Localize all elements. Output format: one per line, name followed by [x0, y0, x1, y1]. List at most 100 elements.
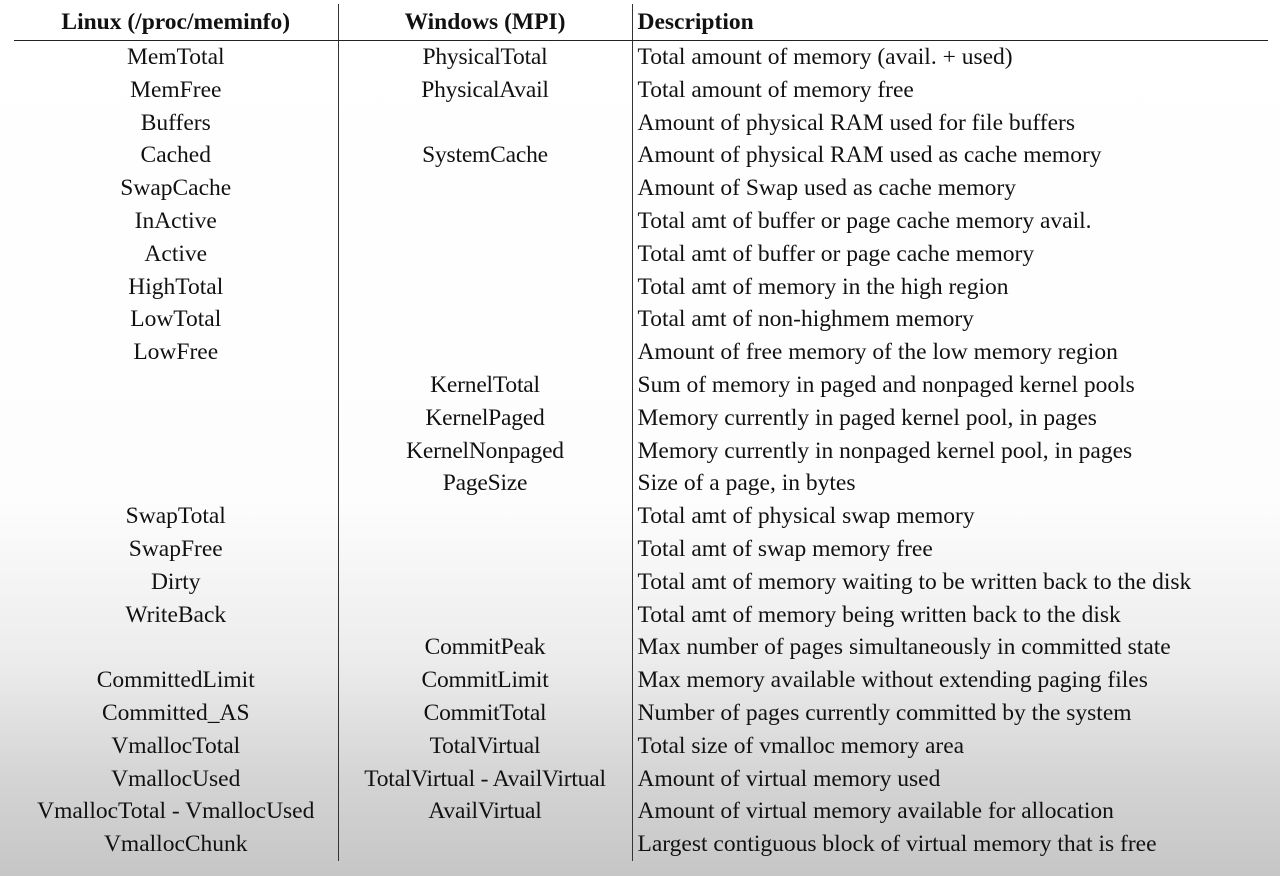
cell-windows	[338, 500, 633, 533]
cell-windows: TotalVirtual - AvailVirtual	[338, 762, 633, 796]
table-row: SwapCache Amount of Swap used as cache me…	[14, 172, 1268, 205]
cell-description: Total amount of memory free	[637, 76, 914, 103]
cell-linux	[14, 368, 339, 402]
table-row: HighTotal Total amt of memory in the high…	[14, 270, 1268, 304]
header-linux: Linux (/proc/meminfo)	[14, 4, 339, 41]
cell-linux: SwapCache	[14, 172, 339, 205]
cell-description: Amount of virtual memory used	[637, 765, 941, 792]
cell-linux: Cached	[14, 139, 339, 173]
cell-linux: InActive	[14, 204, 339, 238]
cell-linux: MemFree	[14, 73, 339, 107]
cell-windows	[338, 532, 633, 566]
cell-linux: VmallocUsed	[14, 762, 339, 796]
cell-windows	[338, 172, 633, 205]
table-row: Buffers Amount of physical RAM used for f…	[14, 106, 1268, 140]
table-row: VmallocTotal - VmallocUsed AvailVirtual Am…	[14, 795, 1268, 829]
cell-windows: AvailVirtual	[338, 795, 633, 829]
cell-linux: LowTotal	[14, 303, 339, 337]
cell-linux	[14, 631, 339, 665]
cell-windows: PageSize	[338, 467, 633, 501]
cell-windows	[338, 106, 633, 140]
table-row: VmallocTotal TotalVirtual Total size of vm…	[14, 729, 1268, 763]
table-row: KernelNonpaged Memory currently in nonpag…	[14, 434, 1268, 468]
table-row: Committed_AS CommitTotal Number of pages c…	[14, 696, 1268, 730]
cell-description: Number of pages currently committed by t…	[637, 699, 1132, 726]
cell-description: Total amt of memory waiting to be writte…	[637, 568, 1192, 595]
cell-linux: Committed_AS	[14, 696, 339, 730]
cell-linux: CommittedLimit	[14, 664, 339, 697]
cell-description: Max number of pages simultaneously in co…	[637, 634, 1171, 661]
cell-description: Total amount of memory (avail. + used)	[637, 44, 1013, 70]
table-row: CommitPeak Max number of pages simultaneo…	[14, 631, 1268, 665]
cell-linux: Active	[14, 237, 339, 271]
cell-description: Sum of memory in paged and nonpaged kern…	[637, 371, 1135, 398]
cell-windows: SystemCache	[338, 139, 633, 173]
memory-mapping-table: Linux (/proc/meminfo) Windows (MPI) Desc…	[14, 4, 1268, 861]
header-windows: Windows (MPI)	[338, 4, 633, 41]
table-row: KernelPaged Memory currently in paged ker…	[14, 401, 1268, 435]
cell-description: Amount of virtual memory available for a…	[637, 798, 1114, 825]
table-row: Cached SystemCache Amount of physical RAM …	[14, 139, 1268, 173]
cell-linux: Buffers	[14, 106, 339, 140]
cell-description: Memory currently in nonpaged kernel pool…	[637, 437, 1133, 464]
cell-windows: KernelNonpaged	[338, 434, 633, 468]
cell-description: Total size of vmalloc memory area	[637, 732, 965, 759]
cell-windows	[338, 828, 633, 861]
cell-windows	[338, 598, 633, 632]
table-row: CommittedLimit CommitLimit Max memory avai…	[14, 664, 1268, 697]
table-row: Dirty Total amt of memory waiting to be w…	[14, 565, 1268, 599]
table-row: InActive Total amt of buffer or page cach…	[14, 204, 1268, 238]
table-row: PageSize Size of a page, in bytes	[14, 467, 1268, 501]
cell-description: Total amt of memory being written back t…	[637, 601, 1121, 628]
table-header: Linux (/proc/meminfo) Windows (MPI) Desc…	[14, 4, 1268, 41]
cell-linux: VmallocTotal - VmallocUsed	[14, 795, 339, 829]
cell-windows	[338, 270, 633, 304]
cell-description: Amount of physical RAM used for file buf…	[637, 109, 1076, 136]
cell-description: Amount of free memory of the low memory …	[637, 339, 1118, 366]
cell-windows: PhysicalAvail	[338, 73, 633, 107]
header-row: Linux (/proc/meminfo) Windows (MPI) Desc…	[14, 4, 1268, 41]
table-row: VmallocChunk Largest contiguous block of …	[14, 828, 1268, 861]
cell-windows	[338, 204, 633, 238]
cell-linux: WriteBack	[14, 598, 339, 632]
cell-windows: CommitPeak	[338, 631, 633, 665]
table-row: Active Total amt of buffer or page cache …	[14, 237, 1268, 271]
cell-linux	[14, 401, 339, 435]
cell-description: Size of a page, in bytes	[637, 470, 856, 497]
cell-description: Total amt of physical swap memory	[637, 503, 975, 530]
cell-linux: SwapFree	[14, 532, 339, 566]
cell-windows: TotalVirtual	[338, 729, 633, 763]
cell-windows	[338, 237, 633, 271]
cell-windows: KernelPaged	[338, 401, 633, 435]
table-row: SwapFree Total amt of swap memory free	[14, 532, 1268, 566]
header-description: Description	[632, 4, 1268, 41]
cell-linux	[14, 467, 339, 501]
cell-windows: CommitLimit	[338, 664, 633, 697]
cell-description: Total amt of buffer or page cache memory	[637, 240, 1035, 267]
table-row: KernelTotal Sum of memory in paged and no…	[14, 368, 1268, 402]
cell-description: Total amt of non-highmem memory	[637, 306, 974, 333]
cell-linux: HighTotal	[14, 270, 339, 304]
table-row: VmallocUsed TotalVirtual - AvailVirtual Am…	[14, 762, 1268, 796]
cell-linux: MemTotal	[14, 40, 339, 74]
cell-description: Memory currently in paged kernel pool, i…	[637, 404, 1097, 431]
cell-description: Amount of Swap used as cache memory	[637, 175, 1017, 202]
table-row: SwapTotal Total amt of physical swap memo…	[14, 500, 1268, 533]
cell-linux: VmallocChunk	[14, 828, 339, 861]
table-row: MemFree PhysicalAvail Total amount of memo…	[14, 73, 1268, 107]
table-row: WriteBack Total amt of memory being writt…	[14, 598, 1268, 632]
table-row: MemTotal PhysicalTotal Total amount of mem…	[14, 40, 1268, 74]
cell-linux: LowFree	[14, 336, 339, 369]
cell-windows	[338, 336, 633, 369]
cell-description: Amount of physical RAM used as cache mem…	[637, 142, 1102, 169]
cell-windows	[338, 303, 633, 337]
cell-linux: SwapTotal	[14, 500, 339, 533]
cell-description: Largest contiguous block of virtual memo…	[637, 831, 1157, 858]
cell-windows: CommitTotal	[338, 696, 633, 730]
cell-linux: VmallocTotal	[14, 729, 339, 763]
cell-linux	[14, 434, 339, 468]
cell-linux: Dirty	[14, 565, 339, 599]
cell-windows	[338, 565, 633, 599]
table-body: MemTotal PhysicalTotal Total amount of mem…	[14, 40, 1268, 861]
